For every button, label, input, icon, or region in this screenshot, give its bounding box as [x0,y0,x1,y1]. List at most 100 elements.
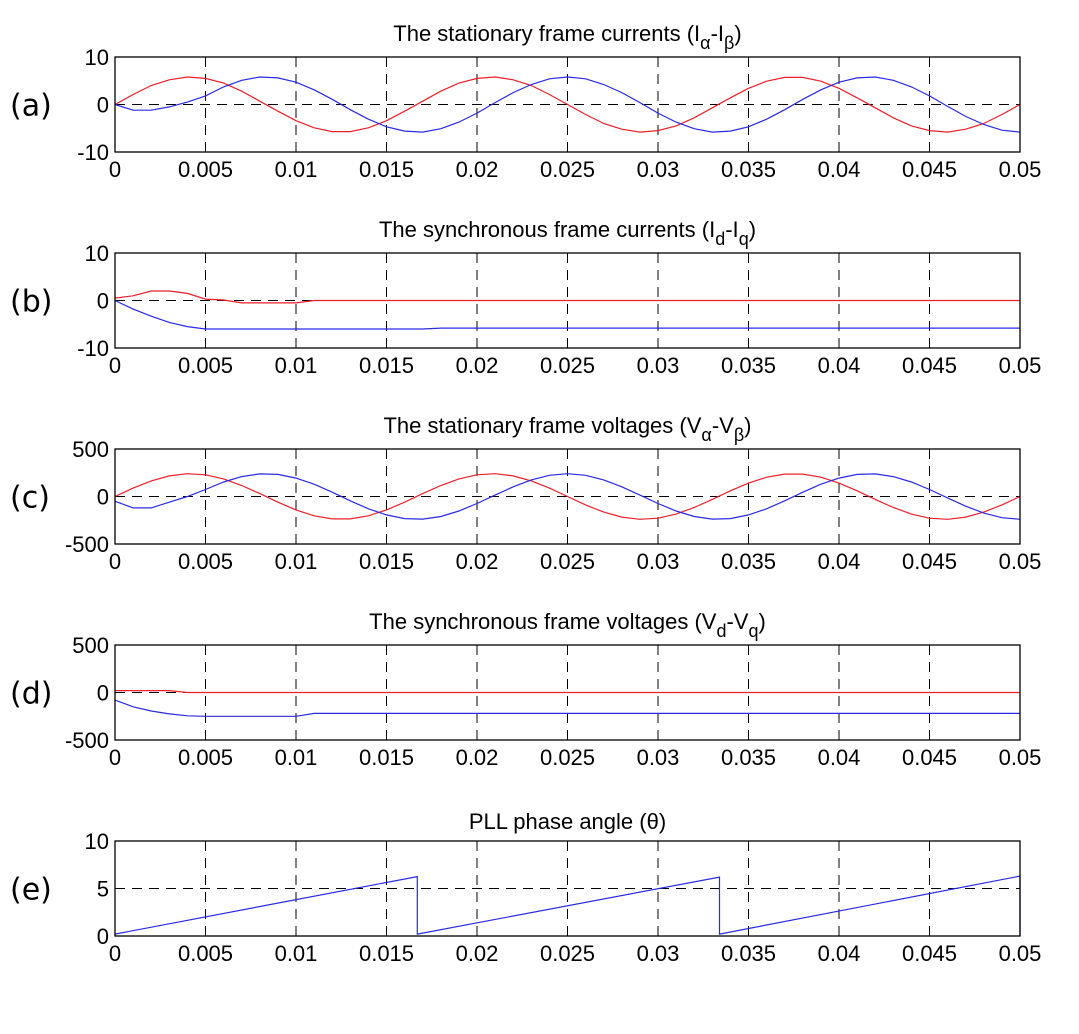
x-tick-label: 0.04 [818,941,861,966]
y-tick-label: 5 [97,877,109,902]
title-subscript: α [700,33,710,53]
title-subscript: d [716,621,726,641]
x-tick-label: 0.01 [275,941,318,966]
x-tick-label: 0.025 [540,941,595,966]
y-tick-label: 10 [85,241,109,266]
title-text: The synchronous frame voltages (V [369,609,717,634]
x-tick-label: 0.04 [818,549,861,574]
x-tick-label: 0.035 [721,549,776,574]
axes-frame [114,448,1021,545]
x-tick-label: 0.04 [818,157,861,182]
x-tick-label: 0 [109,941,121,966]
subplot-title: The synchronous frame voltages (Vd-Vq) [369,609,766,641]
y-tick-label: -500 [65,728,109,753]
title-subscript: q [739,229,749,249]
y-tick-label: 0 [97,289,109,314]
x-tick-label: 0.045 [902,941,957,966]
x-tick-label: 0.01 [275,353,318,378]
title-subscript: q [748,621,758,641]
y-tick-label: -500 [65,532,109,557]
subplot-a: The stationary frame currents (Iα-Iβ) (a)… [10,21,1041,182]
series-line-2 [114,76,1021,133]
title-text: PLL phase angle (θ) [469,809,666,834]
title-text: ) [744,413,751,438]
x-tick-label: 0.015 [359,353,414,378]
panel-label: (e) [10,873,52,908]
title-text: -V [726,609,748,634]
x-tick-label: 0.05 [999,745,1042,770]
title-text: -V [712,413,734,438]
panel-label: (d) [10,677,52,712]
series-line-1 [114,76,1021,133]
y-tick-label: -10 [77,336,109,361]
series-line-2 [114,299,1020,330]
panel-label: (a) [10,89,52,124]
y-tick-label: 500 [72,437,109,462]
x-tick-label: 0.045 [902,353,957,378]
series-line-2 [114,699,1020,717]
subplot-b: The synchronous frame currents (Id-Iq) (b… [10,217,1041,378]
x-tick-label: 0.02 [456,941,499,966]
series-line-1 [114,290,1020,304]
x-tick-label: 0.05 [999,157,1042,182]
y-tick-label: 0 [97,93,109,118]
x-tick-label: 0.035 [721,157,776,182]
y-tick-label: 0 [97,681,109,706]
x-tick-label: 0.02 [456,157,499,182]
x-tick-label: 0.005 [178,941,233,966]
title-text: The stationary frame currents (I [393,21,700,46]
title-text: The stationary frame voltages (V [383,413,701,438]
x-tick-label: 0.035 [721,353,776,378]
x-tick-label: 0.025 [540,157,595,182]
subplot-title: The stationary frame voltages (Vα-Vβ) [383,413,751,445]
x-tick-label: 0.02 [456,549,499,574]
x-tick-label: 0.045 [902,549,957,574]
x-tick-label: 0.005 [178,549,233,574]
x-tick-label: 0.005 [178,157,233,182]
title-subscript: d [715,229,725,249]
title-subscript: β [724,33,734,53]
y-tick-label: 0 [97,485,109,510]
x-tick-label: 0 [109,157,121,182]
x-tick-label: 0.03 [637,745,680,770]
x-tick-label: 0.015 [359,157,414,182]
x-tick-label: 0.01 [275,549,318,574]
x-tick-label: 0.02 [456,353,499,378]
x-tick-label: 0 [109,549,121,574]
subplot-c: The stationary frame voltages (Vα-Vβ) (c)… [10,413,1041,574]
x-tick-label: 0.025 [540,549,595,574]
title-text: -I [725,217,738,242]
x-tick-label: 0.005 [178,353,233,378]
x-tick-label: 0.03 [637,549,680,574]
x-tick-label: 0 [109,353,121,378]
x-tick-label: 0.03 [637,353,680,378]
subplot-title: PLL phase angle (θ) [469,809,666,834]
x-tick-label: 0.03 [637,941,680,966]
x-tick-label: 0.05 [999,353,1042,378]
subplot-e: PLL phase angle (θ) (e) 0 0.005 0.01 0.015 0.0… [10,809,1041,966]
x-tick-label: 0.02 [456,745,499,770]
y-tick-label: 500 [72,633,109,658]
x-tick-label: 0.04 [818,353,861,378]
x-tick-label: 0.035 [721,941,776,966]
x-tick-label: 0.03 [637,157,680,182]
panel-label: (c) [10,481,50,516]
title-subscript: β [734,425,744,445]
x-tick-label: 0.045 [902,745,957,770]
axes-frame [114,252,1021,349]
x-tick-label: 0.015 [359,549,414,574]
title-text: The synchronous frame currents (I [379,217,715,242]
panel-label: (b) [10,285,52,320]
title-subscript: α [701,425,711,445]
x-tick-label: 0.05 [999,941,1042,966]
x-tick-label: 0.025 [540,745,595,770]
title-text: ) [758,609,765,634]
axes-frame [114,644,1021,741]
title-text: ) [749,217,756,242]
series-line-2 [114,473,1021,520]
x-tick-label: 0.025 [540,353,595,378]
series-line-1 [115,690,1020,694]
y-tick-label: -10 [77,140,109,165]
series-line-1 [114,473,1021,520]
